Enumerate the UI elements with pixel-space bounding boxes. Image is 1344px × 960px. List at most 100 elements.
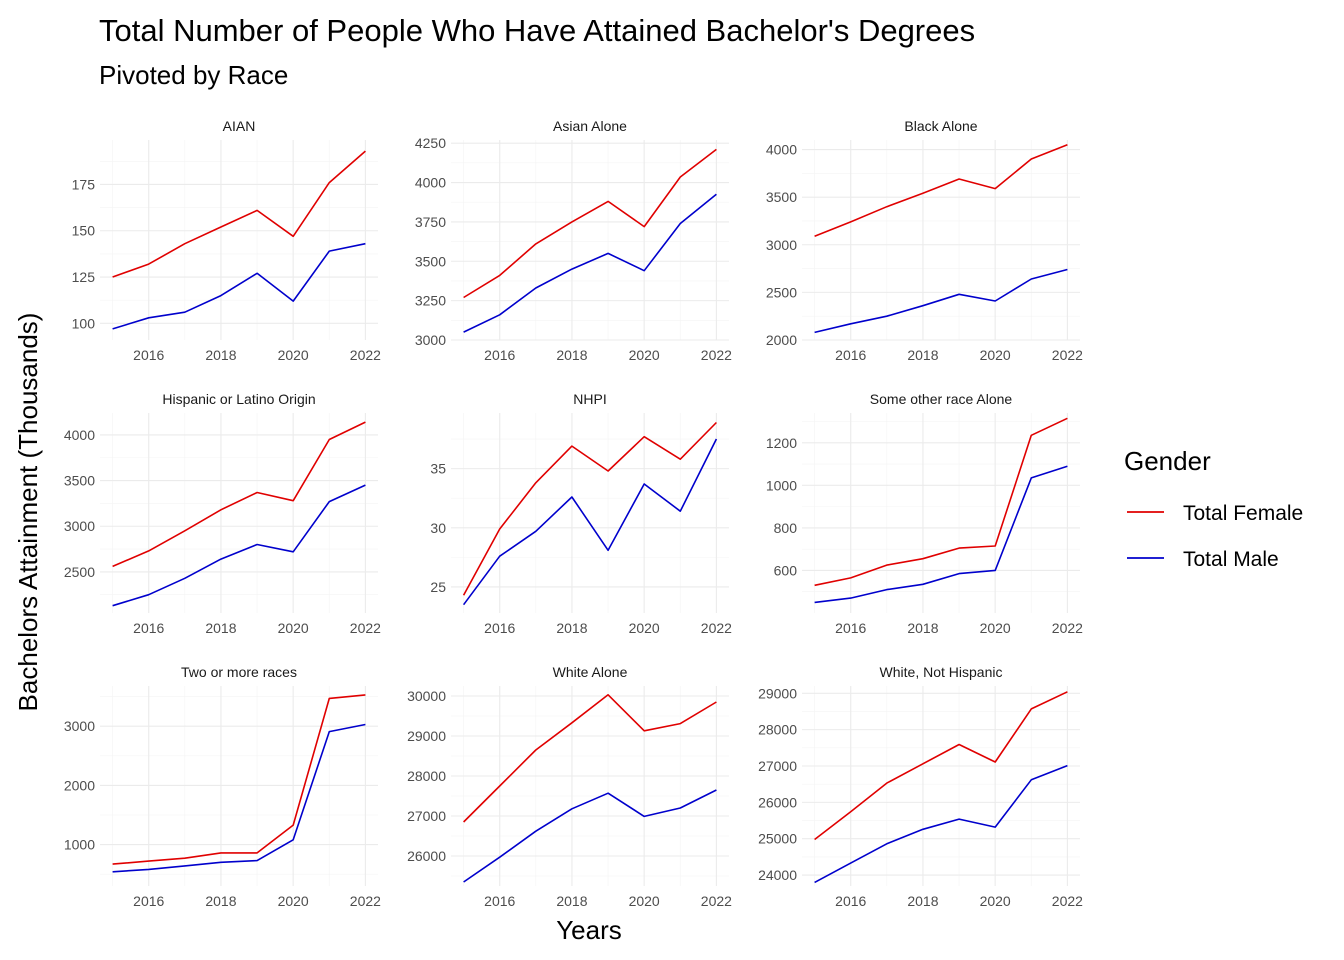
y-tick-label: 175: [72, 176, 96, 192]
series-line-total-male: [814, 465, 1068, 604]
y-tick-label: 29000: [758, 685, 797, 701]
x-tick-label: 2020: [629, 347, 660, 363]
y-tick-label: 600: [774, 562, 798, 578]
legend-items: Total Female Total Male: [1127, 502, 1303, 571]
series-line-total-male: [112, 242, 366, 330]
y-tick-label: 800: [774, 520, 798, 536]
y-tick-label: 29000: [407, 728, 446, 744]
y-tick-label: 100: [72, 315, 96, 331]
y-tick-label: 3000: [64, 718, 95, 734]
x-tick-label: 2022: [350, 347, 381, 363]
x-tick-label: 2016: [835, 347, 866, 363]
x-tick-label: 2022: [701, 893, 732, 909]
chart-title: Total Number of People Who Have Attained…: [99, 13, 975, 48]
y-tick-label: 1000: [64, 837, 95, 853]
y-tick-label: 4250: [415, 135, 446, 151]
series-line-total-male: [462, 438, 718, 606]
legend-item-total-female: Total Female: [1127, 502, 1303, 525]
y-tick-label: 27000: [407, 808, 446, 824]
x-tick-label: 2016: [133, 347, 164, 363]
y-tick-label: 125: [72, 269, 96, 285]
x-tick-label: 2018: [205, 347, 236, 363]
y-tick-label: 28000: [407, 768, 446, 784]
x-tick-label: 2018: [205, 620, 236, 636]
x-tick-label: 2020: [278, 893, 309, 909]
x-tick-label: 2018: [907, 620, 938, 636]
series-line-total-male: [814, 268, 1068, 334]
x-tick-label: 2022: [350, 893, 381, 909]
x-tick-label: 2016: [133, 893, 164, 909]
facet-title: AIAN: [223, 118, 256, 134]
x-tick-label: 2018: [556, 620, 587, 636]
y-tick-label: 35: [430, 461, 446, 477]
y-tick-label: 25000: [758, 831, 797, 847]
x-axis-title: Years: [556, 915, 622, 945]
y-tick-label: 3500: [415, 253, 446, 269]
facet-title: Some other race Alone: [870, 391, 1013, 407]
legend-label: Total Female: [1183, 502, 1303, 525]
legend-title: Gender: [1124, 446, 1211, 476]
panel-nhpi: 2016 2018 2020 2022 25 30 35 NHPI: [430, 391, 732, 636]
x-tick-label: 2018: [907, 893, 938, 909]
series-line-total-male: [112, 484, 366, 607]
y-tick-label: 1000: [766, 477, 797, 493]
y-tick-label: 2000: [766, 332, 797, 348]
x-tick-label: 2020: [980, 893, 1011, 909]
y-tick-label: 30: [430, 520, 446, 536]
y-tick-label: 26000: [758, 794, 797, 810]
panel-two-or-more-races: 2016 2018 2020 2022 1000 2000 3000 Two or more …: [64, 664, 381, 909]
y-tick-label: 3250: [415, 293, 446, 309]
series-line-total-female: [814, 417, 1068, 587]
series-line-total-female: [462, 421, 717, 596]
series-line-total-female: [112, 694, 366, 865]
y-tick-label: 2500: [64, 564, 95, 580]
legend-item-total-male: Total Male: [1127, 548, 1279, 571]
x-tick-label: 2016: [484, 893, 515, 909]
y-tick-label: 2000: [64, 777, 95, 793]
y-tick-label: 3000: [415, 332, 446, 348]
x-tick-label: 2022: [701, 347, 732, 363]
x-tick-label: 2018: [907, 347, 938, 363]
series-line-total-female: [463, 693, 717, 823]
series-line-total-male: [112, 723, 366, 873]
series-line-total-female: [814, 144, 1068, 237]
facet-title: Asian Alone: [553, 118, 627, 134]
x-tick-label: 2020: [980, 620, 1011, 636]
x-tick-label: 2022: [701, 620, 732, 636]
x-tick-label: 2022: [1052, 620, 1083, 636]
y-tick-label: 2500: [766, 284, 797, 300]
x-tick-label: 2022: [1052, 893, 1083, 909]
facet-panels: 2016 2018 2020 2022 100 125 150 175 AIAN 2016 2018…: [64, 118, 1083, 909]
panel-asian-alone: 2016 2018 2020 2022 3000 3250 3500 3750 4000 4250…: [415, 118, 732, 363]
series-line-total-female: [463, 148, 717, 299]
panel-aian: 2016 2018 2020 2022 100 125 150 175 AIAN: [72, 118, 382, 363]
x-tick-label: 2016: [484, 347, 515, 363]
panel-some-other-race-alone: 2016 2018 2020 2022 600 800 1000 1200 Some other…: [766, 391, 1083, 636]
facet-title: Two or more races: [181, 664, 297, 680]
x-tick-label: 2018: [556, 347, 587, 363]
y-tick-label: 28000: [758, 722, 797, 738]
facet-title: White Alone: [553, 664, 628, 680]
panel-black-alone: 2016 2018 2020 2022 2000 2500 3000 3500 4000 Blac…: [766, 118, 1083, 363]
y-tick-label: 3000: [766, 237, 797, 253]
x-tick-label: 2020: [629, 893, 660, 909]
x-tick-label: 2022: [1052, 347, 1083, 363]
series-line-total-male: [814, 764, 1068, 884]
y-tick-label: 27000: [758, 758, 797, 774]
facet-title: Hispanic or Latino Origin: [162, 391, 315, 407]
x-tick-label: 2020: [278, 620, 309, 636]
legend: Gender Total Female Total Male: [1124, 446, 1303, 571]
facet-title: Black Alone: [904, 118, 977, 134]
x-tick-label: 2022: [350, 620, 381, 636]
y-tick-label: 30000: [407, 688, 446, 704]
x-tick-label: 2020: [278, 347, 309, 363]
chart-subtitle: Pivoted by Race: [99, 60, 288, 90]
x-tick-label: 2016: [835, 893, 866, 909]
y-tick-label: 3500: [64, 473, 95, 489]
series-line-total-male: [463, 193, 717, 333]
facet-title: NHPI: [573, 391, 606, 407]
x-tick-label: 2016: [835, 620, 866, 636]
y-tick-label: 150: [72, 223, 96, 239]
x-tick-label: 2016: [133, 620, 164, 636]
series-line-total-female: [112, 421, 366, 568]
